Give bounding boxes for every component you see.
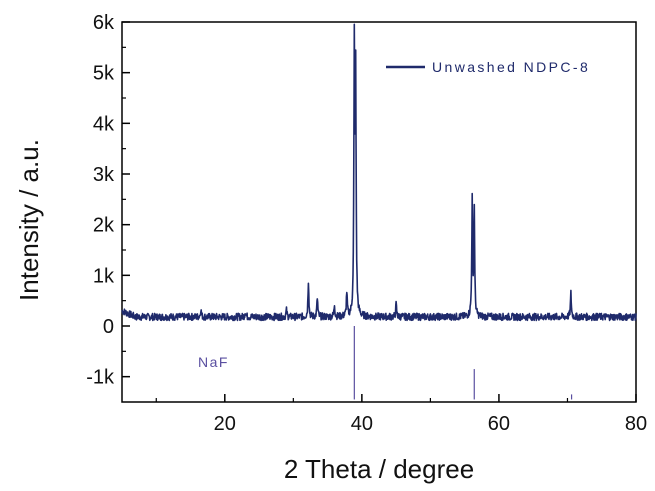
x-tick-label: 80: [625, 413, 647, 435]
legend: Unwashed NDPC-8: [386, 59, 590, 75]
x-tick-label: 40: [351, 413, 373, 435]
plot-frame: [121, 21, 637, 403]
reference-label: NaF: [198, 354, 229, 370]
series-line: [121, 23, 637, 322]
y-tick-label: -1k: [86, 367, 115, 389]
x-tick-label: 20: [214, 413, 236, 435]
y-tick-label: 0: [103, 316, 114, 338]
y-axis-title: Intensity / a.u.: [14, 139, 44, 301]
x-axis-title: 2 Theta / degree: [284, 454, 474, 484]
y-tick-label: 4k: [93, 113, 115, 135]
x-axis: 20 40 60 80: [155, 394, 647, 435]
y-tick-label: 3k: [93, 164, 115, 186]
series-group: [121, 23, 637, 322]
y-tick-label: 5k: [93, 63, 115, 85]
y-tick-label: 1k: [93, 265, 115, 287]
legend-label: Unwashed NDPC-8: [432, 59, 590, 75]
y-tick-label: 2k: [93, 215, 115, 237]
y-tick-label: 6k: [93, 12, 115, 34]
x-tick-label: 60: [488, 413, 510, 435]
naf-reference-lines: [353, 326, 573, 400]
y-axis: -1k 0 1k 2k 3k 4k 5k 6k: [86, 12, 130, 389]
